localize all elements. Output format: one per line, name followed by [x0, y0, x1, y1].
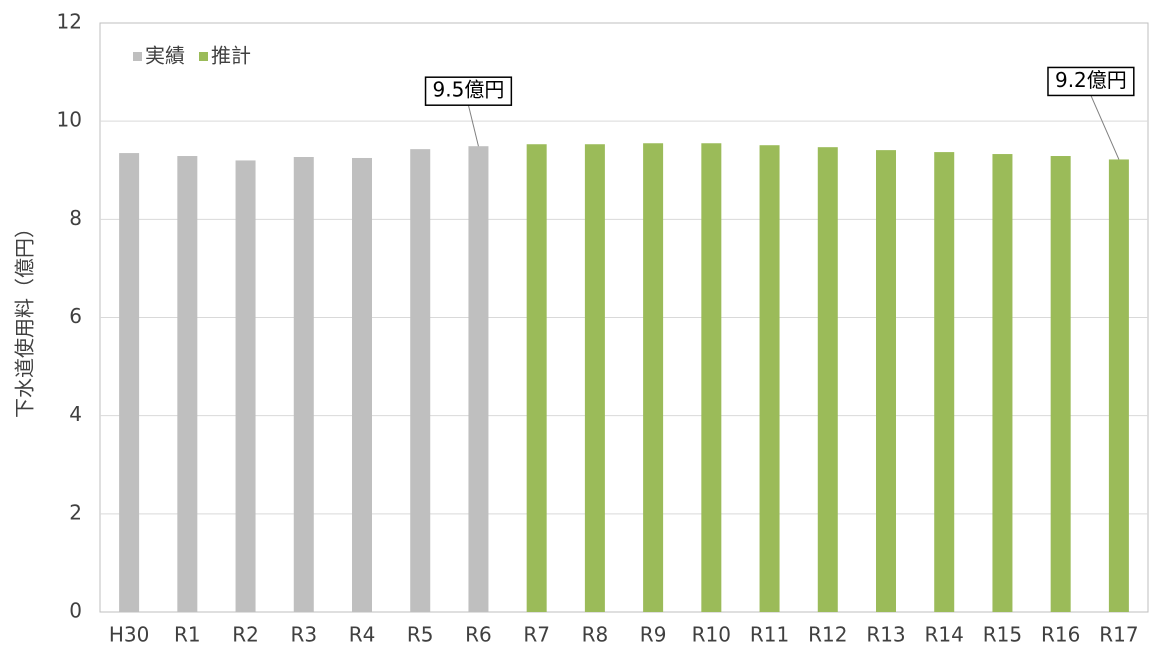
- bar: [759, 145, 780, 612]
- bar: [1050, 156, 1071, 612]
- y-tick-label: 2: [69, 500, 82, 524]
- x-tick-label: R14: [925, 623, 964, 647]
- legend-swatch: [133, 52, 142, 61]
- x-tick-label: R9: [640, 623, 667, 647]
- x-tick-label: R17: [1099, 623, 1138, 647]
- y-tick-label: 12: [57, 10, 82, 34]
- bar: [876, 150, 896, 612]
- x-tick-label: R11: [750, 623, 789, 647]
- y-tick-label: 8: [69, 206, 82, 230]
- bar: [468, 146, 489, 613]
- x-tick-label: H30: [109, 623, 150, 647]
- annotation-box: [424, 76, 513, 106]
- bar: [701, 143, 722, 613]
- legend-label: 推計: [211, 44, 251, 68]
- legend-label: 実績: [145, 44, 185, 68]
- y-tick-label: 4: [69, 402, 82, 426]
- x-tick-label: R16: [1041, 623, 1080, 647]
- x-tick-label: R6: [465, 623, 492, 647]
- bar: [584, 144, 605, 612]
- annotation-leader: [467, 105, 479, 147]
- x-tick-label: R1: [174, 623, 201, 647]
- annotation-box: [1047, 66, 1135, 97]
- bar: [177, 156, 198, 612]
- bar: [235, 160, 256, 612]
- bar: [1108, 159, 1129, 612]
- y-tick-label: 0: [69, 599, 82, 623]
- bar: [817, 147, 838, 612]
- legend-swatch: [199, 52, 208, 61]
- y-tick-label: 6: [69, 304, 82, 328]
- bar: [410, 149, 431, 612]
- x-tick-label: R8: [582, 623, 609, 647]
- x-tick-label: R13: [866, 623, 905, 647]
- annotation-text: 9.2億円: [1055, 68, 1127, 92]
- bar: [119, 153, 140, 612]
- x-tick-label: R3: [290, 623, 317, 647]
- bar: [352, 157, 372, 612]
- y-axis-label: 下水道使用料（億円）: [13, 218, 37, 418]
- annotation-text: 9.5億円: [433, 78, 505, 102]
- x-tick-label: R10: [692, 623, 731, 647]
- x-tick-label: R12: [808, 623, 847, 647]
- x-tick-label: R4: [349, 623, 376, 647]
- bar: [643, 143, 664, 613]
- x-tick-label: R5: [407, 623, 434, 647]
- x-tick-label: R15: [983, 623, 1022, 647]
- bar: [293, 156, 314, 612]
- x-tick-label: R7: [523, 623, 550, 647]
- bar: [992, 154, 1013, 613]
- y-tick-label: 10: [57, 108, 82, 132]
- x-tick-label: R2: [232, 623, 259, 647]
- bar: [526, 144, 547, 612]
- annotation-leader: [1090, 95, 1120, 160]
- bar: [934, 152, 955, 612]
